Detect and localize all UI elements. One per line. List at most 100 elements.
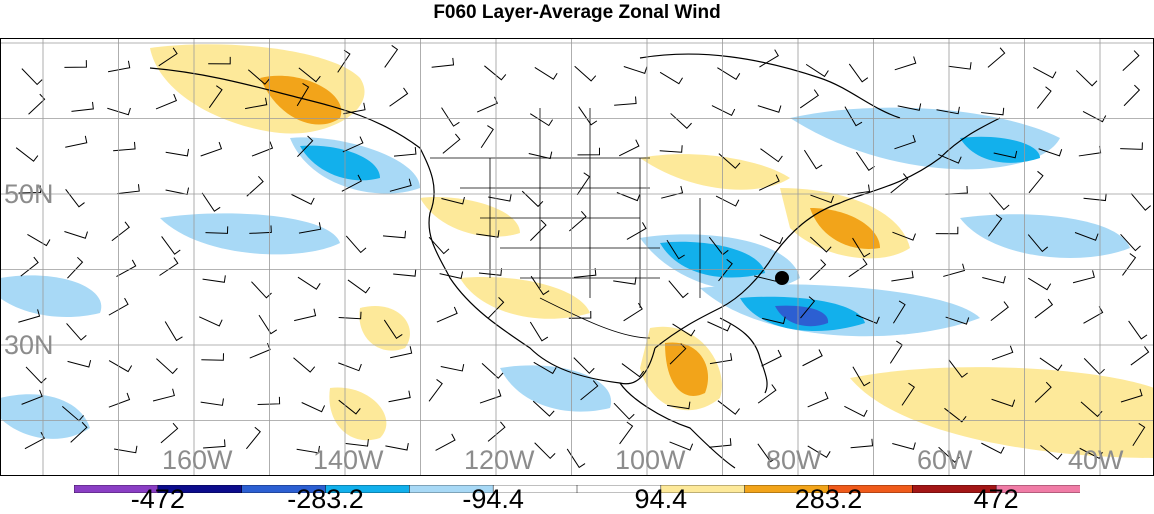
wind-barb xyxy=(338,362,362,372)
colorbar xyxy=(73,480,1081,494)
wind-barb xyxy=(1083,357,1105,375)
wind-barb xyxy=(892,231,916,241)
wind-barb xyxy=(117,184,140,195)
wind-barb xyxy=(573,357,595,374)
wind-barb xyxy=(1132,423,1146,447)
wind-barb xyxy=(257,396,281,406)
longitude-label: 100W xyxy=(615,445,686,475)
colorbar-tick-label: 283.2 xyxy=(794,484,863,514)
wind-barb xyxy=(113,445,138,454)
wind-barb xyxy=(935,226,959,235)
wind-barb xyxy=(1120,388,1143,403)
wind-barb xyxy=(614,96,637,106)
wind-barb xyxy=(65,135,88,148)
wind-barb xyxy=(24,431,45,450)
wind-barb xyxy=(1028,170,1044,194)
wind-barb xyxy=(810,194,835,204)
wind-barb xyxy=(478,268,503,276)
wind-barb xyxy=(1120,233,1141,252)
wind-barb xyxy=(944,407,967,423)
wind-barb xyxy=(619,421,634,445)
wind-barb xyxy=(626,222,647,240)
wind-barb xyxy=(65,188,85,208)
wind-barb xyxy=(711,105,736,116)
wind-barb xyxy=(529,321,549,342)
wind-barb xyxy=(807,445,831,458)
wind-barb xyxy=(989,192,1010,211)
wind-barb xyxy=(533,361,557,375)
wind-barb xyxy=(480,125,494,149)
wind-barb xyxy=(1078,145,1102,157)
wind-barb xyxy=(709,438,732,448)
wind-barb xyxy=(291,193,315,205)
wind-barb xyxy=(666,239,685,260)
wind-barb xyxy=(1122,50,1140,72)
wind-barb xyxy=(534,67,558,80)
wind-barb xyxy=(892,300,906,324)
wind-barb xyxy=(844,106,863,127)
wind-barb xyxy=(1034,381,1052,403)
wind-barb xyxy=(347,279,371,294)
wind-barb xyxy=(428,379,443,402)
low-pressure-marker xyxy=(775,271,789,285)
latitude-label: 50N xyxy=(4,179,54,209)
wind-barb xyxy=(297,135,314,158)
wind-barb xyxy=(530,275,550,296)
wind-barb xyxy=(15,147,39,162)
graticule xyxy=(0,38,1154,476)
wind-barb xyxy=(717,400,740,415)
wind-barb xyxy=(897,103,922,111)
wind-barb xyxy=(111,221,130,242)
negative-wind-shading xyxy=(0,107,1130,439)
wind-barb xyxy=(528,151,553,160)
wind-barb xyxy=(762,316,786,325)
wind-barb xyxy=(709,353,733,365)
wind-barb xyxy=(249,342,271,359)
wind-barb xyxy=(990,301,1009,321)
wind-barb xyxy=(389,87,409,107)
wind-barb xyxy=(165,187,190,195)
wind-barb xyxy=(718,258,733,282)
wind-barb xyxy=(757,443,777,463)
wind-barb xyxy=(18,185,42,194)
longitude-label: 40W xyxy=(1068,445,1124,475)
wind-barb xyxy=(165,148,190,157)
wind-barb xyxy=(208,85,223,108)
wind-barb xyxy=(852,237,871,258)
wind-barb xyxy=(28,93,46,115)
wind-barb xyxy=(844,405,868,417)
wind-barb xyxy=(578,106,598,126)
wind-barb xyxy=(66,323,87,341)
wind-barb xyxy=(67,256,84,279)
wind-barb xyxy=(901,382,915,406)
wind-barb xyxy=(938,153,962,164)
wind-barb xyxy=(981,442,1005,454)
wind-barb xyxy=(345,235,367,254)
wind-barb xyxy=(613,277,637,285)
wind-barb xyxy=(889,340,903,364)
wind-barb xyxy=(200,141,223,157)
wind-barb xyxy=(1034,298,1054,319)
wind-barb xyxy=(936,106,960,115)
wind-barb xyxy=(201,192,221,212)
wind-barb xyxy=(993,150,1018,159)
wind-barb xyxy=(987,47,1006,68)
wind-barb xyxy=(758,174,780,191)
wind-barb xyxy=(668,280,689,299)
wind-barb xyxy=(479,389,502,404)
wind-barb xyxy=(293,357,316,373)
wind-barb xyxy=(205,226,229,234)
wind-barb xyxy=(1036,86,1052,109)
wind-barb xyxy=(618,139,640,157)
wind-barb xyxy=(27,234,51,247)
wind-barb xyxy=(431,57,455,68)
wind-barb xyxy=(805,63,829,78)
wind-barb xyxy=(64,231,88,239)
wind-barb xyxy=(388,390,411,403)
wind-barb xyxy=(667,401,691,410)
colorbar-tick-label: -94.4 xyxy=(462,484,524,514)
wind-barb xyxy=(1039,357,1063,372)
wind-barb xyxy=(155,93,178,110)
wind-barb xyxy=(296,445,320,454)
wind-barb xyxy=(1123,84,1141,107)
